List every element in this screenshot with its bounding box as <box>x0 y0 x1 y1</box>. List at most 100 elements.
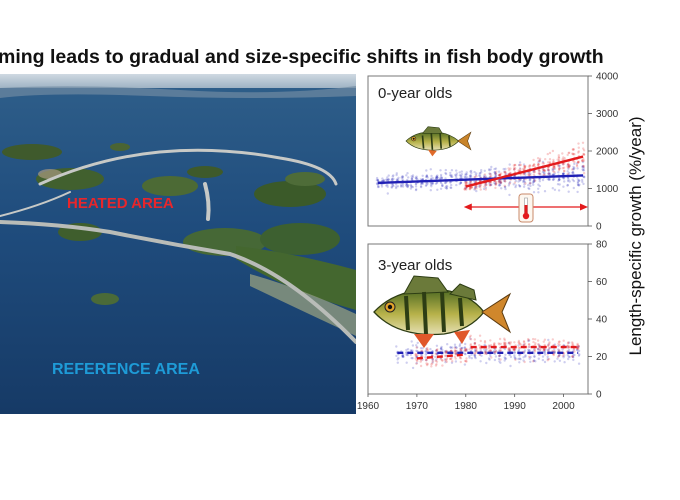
data-point <box>572 353 575 357</box>
data-point <box>416 359 419 363</box>
data-point <box>577 362 581 365</box>
data-point <box>488 169 491 172</box>
data-point <box>405 182 408 185</box>
data-point <box>517 180 520 183</box>
data-point <box>576 342 579 346</box>
data-point <box>572 171 575 174</box>
data-point <box>499 179 502 182</box>
data-point <box>429 177 433 180</box>
data-point <box>468 356 471 359</box>
data-point <box>552 178 555 182</box>
data-point <box>405 351 408 354</box>
data-point <box>543 169 546 172</box>
data-point <box>439 175 443 178</box>
data-point <box>513 181 517 184</box>
data-point <box>424 358 428 362</box>
data-point <box>562 343 565 347</box>
data-point <box>395 183 398 186</box>
data-point <box>582 149 586 152</box>
data-point <box>425 352 428 355</box>
data-point <box>410 340 413 343</box>
data-point <box>493 342 496 345</box>
data-point <box>489 339 492 342</box>
data-point <box>557 171 560 174</box>
data-point <box>493 350 496 354</box>
data-point <box>576 348 579 351</box>
data-point <box>495 170 498 173</box>
data-point <box>582 182 585 186</box>
data-point <box>546 357 549 361</box>
data-point <box>547 178 550 181</box>
data-point <box>551 338 554 341</box>
data-point <box>514 358 517 361</box>
data-point <box>399 185 403 188</box>
data-point <box>458 174 462 177</box>
y-tick-label: 60 <box>596 277 608 288</box>
data-point <box>424 350 428 353</box>
data-point <box>465 349 468 352</box>
data-point <box>557 354 561 357</box>
data-point <box>455 350 458 353</box>
data-point <box>414 353 417 356</box>
data-point <box>474 186 477 190</box>
data-point <box>444 351 447 355</box>
data-point <box>558 178 561 181</box>
data-point <box>473 188 476 191</box>
small-fish-icon <box>405 126 472 157</box>
data-point <box>568 341 571 344</box>
data-point <box>395 172 398 175</box>
data-point <box>406 353 409 356</box>
data-point <box>547 357 551 361</box>
data-point <box>576 167 579 170</box>
trend-lines <box>377 155 584 360</box>
data-point <box>485 361 488 365</box>
data-point <box>566 342 570 345</box>
data-point <box>441 184 444 187</box>
data-point <box>498 349 501 352</box>
data-point <box>577 349 581 353</box>
data-point <box>538 159 542 162</box>
data-point <box>415 177 418 180</box>
data-point <box>568 180 571 183</box>
data-point <box>503 179 506 182</box>
data-point <box>494 349 498 352</box>
data-point <box>455 174 458 177</box>
data-point <box>557 165 560 168</box>
data-point <box>468 187 471 190</box>
data-point <box>436 188 439 191</box>
data-point <box>497 173 501 177</box>
data-point <box>562 166 566 169</box>
data-point <box>415 355 418 358</box>
data-point <box>407 176 410 179</box>
data-point <box>414 177 418 180</box>
data-point <box>415 361 418 365</box>
data-point <box>553 172 556 175</box>
data-point <box>483 341 487 344</box>
data-point <box>414 176 417 179</box>
data-point <box>538 345 541 349</box>
data-point <box>547 169 550 172</box>
data-point <box>494 179 497 183</box>
data-point <box>494 355 498 358</box>
data-point <box>406 348 410 351</box>
data-point <box>405 184 408 187</box>
data-point <box>543 349 546 353</box>
data-point <box>487 168 491 171</box>
data-point <box>578 179 581 182</box>
data-point <box>577 150 580 153</box>
data-point <box>426 176 429 179</box>
data-point <box>440 347 443 350</box>
data-point <box>577 345 580 348</box>
data-point <box>571 171 574 174</box>
panel-top-label: 0-year olds <box>378 85 452 102</box>
data-point <box>473 352 476 355</box>
x-tick-label: 1960 <box>357 401 380 412</box>
data-point <box>463 359 467 363</box>
data-point <box>483 173 487 176</box>
data-point <box>416 341 419 345</box>
data-point <box>474 351 477 354</box>
data-point <box>547 343 550 346</box>
data-point <box>479 339 482 343</box>
data-point <box>431 360 434 363</box>
data-point <box>582 169 586 172</box>
